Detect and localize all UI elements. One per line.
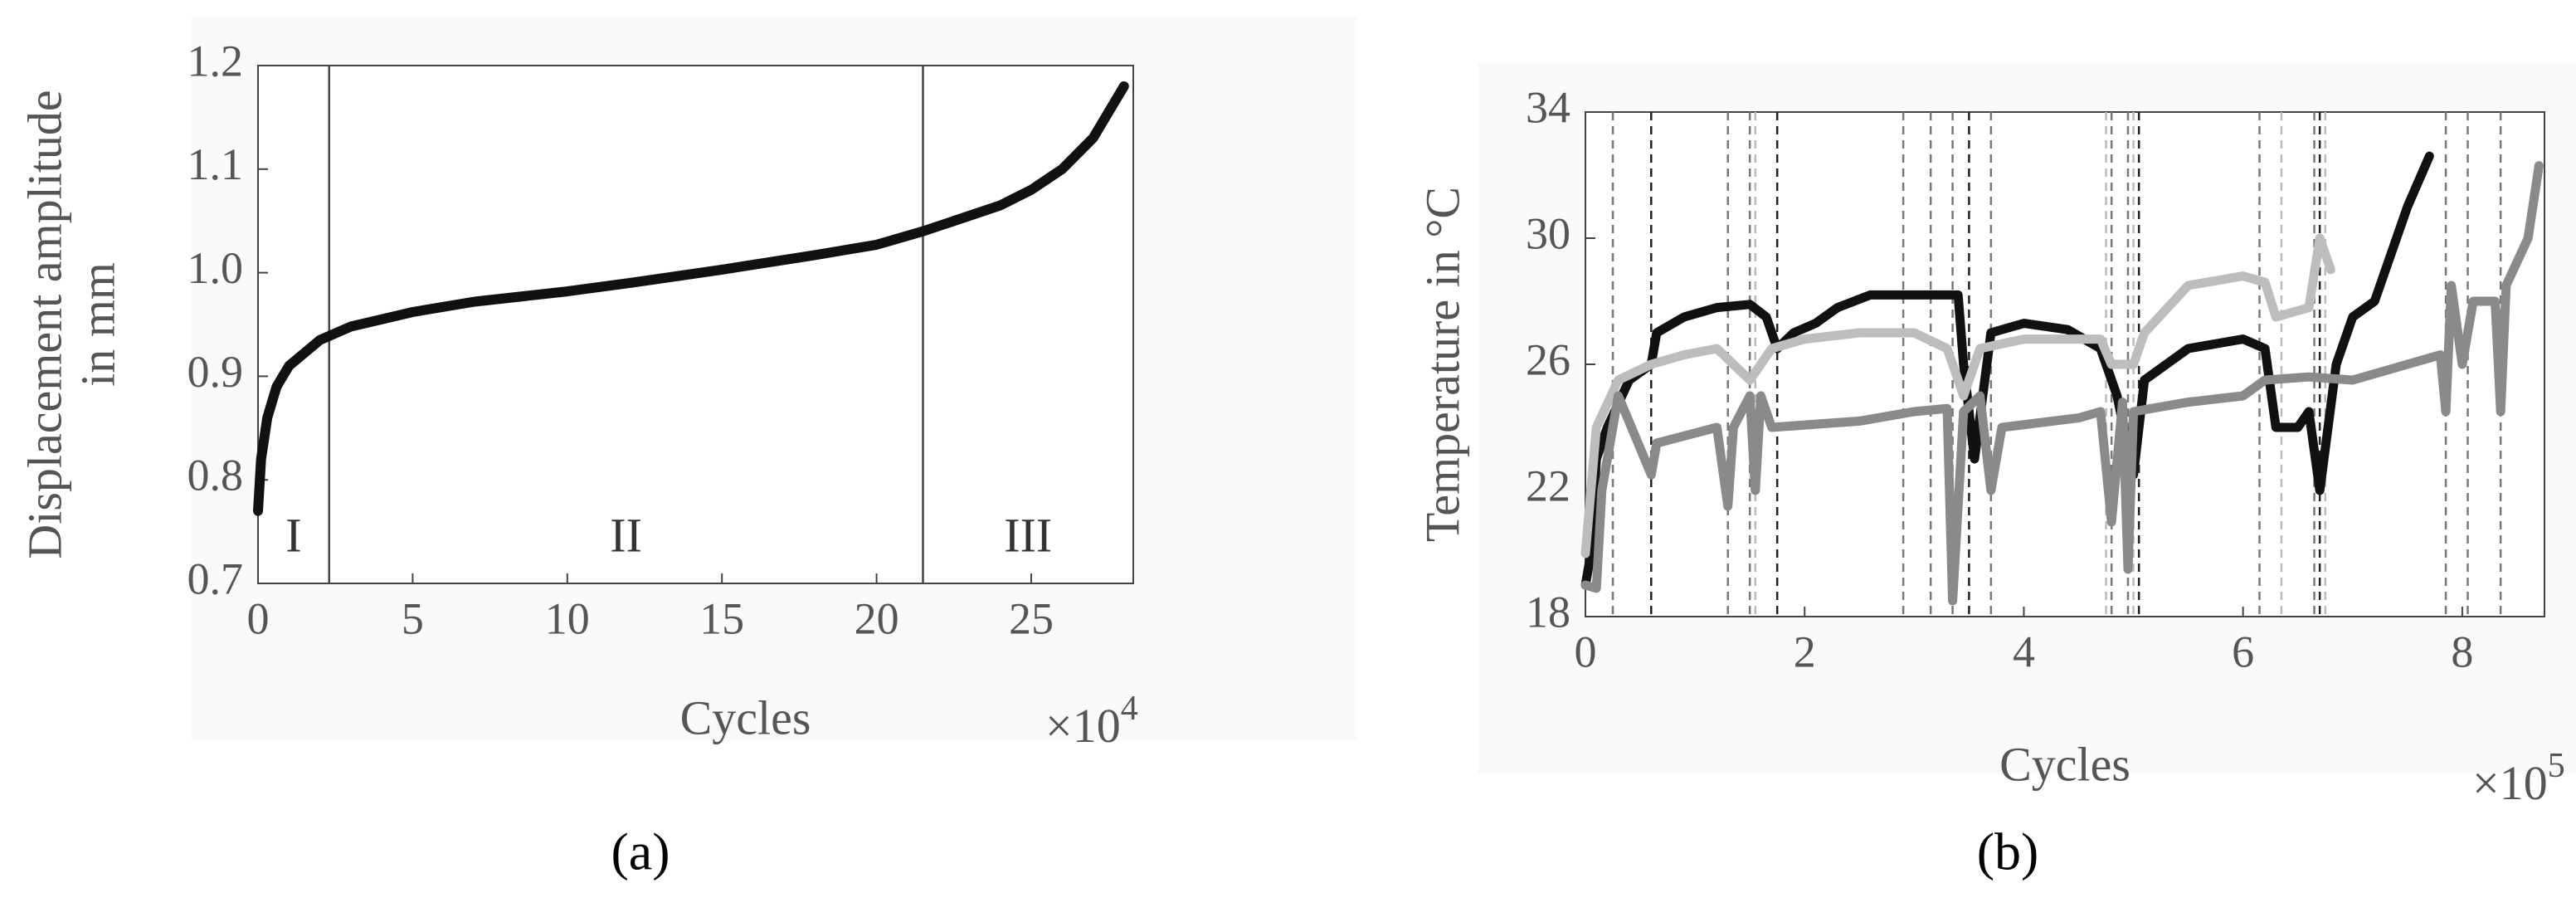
plot-area bbox=[1585, 111, 2545, 617]
x-tick-label: 10 bbox=[545, 593, 590, 643]
x-tick-label: 8 bbox=[2451, 627, 2473, 676]
x-tick-label: 4 bbox=[2013, 627, 2035, 676]
y-axis-label: in mm bbox=[71, 262, 124, 387]
y-axis-label: Temperature in °C bbox=[1415, 187, 1469, 542]
x-tick-label: 5 bbox=[402, 593, 424, 643]
x-tick-label: 2 bbox=[1794, 627, 1816, 676]
data-line bbox=[253, 81, 1129, 516]
x-scale-label: ×105 bbox=[2472, 747, 2565, 811]
x-scale-label: ×104 bbox=[1045, 690, 1138, 754]
panel: 0 2 4 6 8 18 22 26 30 34 Cycles ×105 Temperature in … bbox=[1415, 62, 2576, 881]
stage-label: II bbox=[610, 508, 642, 562]
y-tick-label: 18 bbox=[1526, 587, 1570, 637]
x-tick-label: 20 bbox=[855, 593, 899, 643]
x-tick-label: 6 bbox=[2232, 627, 2254, 676]
y-tick-label: 22 bbox=[1526, 461, 1570, 510]
stage-label: I bbox=[285, 508, 301, 562]
y-tick-label: 1.1 bbox=[187, 139, 244, 189]
panel-caption: (b) bbox=[1977, 822, 2039, 881]
y-tick-label: 1.2 bbox=[187, 36, 244, 85]
y-tick-label: 30 bbox=[1526, 208, 1570, 258]
x-axis-label: Cycles bbox=[680, 690, 811, 744]
x-tick-label: 0 bbox=[247, 593, 270, 643]
x-scale-exponent: 5 bbox=[2548, 747, 2565, 785]
x-tick-label: 15 bbox=[699, 593, 744, 643]
x-axis-label: Cycles bbox=[1999, 737, 2130, 791]
x-scale-base: ×10 bbox=[1045, 699, 1121, 753]
x-tick-label: 25 bbox=[1009, 593, 1054, 643]
y-tick-label: 26 bbox=[1526, 334, 1570, 384]
x-scale-exponent: 4 bbox=[1121, 690, 1138, 728]
y-tick-label: 0.9 bbox=[187, 347, 244, 397]
stage-label: III bbox=[1004, 508, 1052, 562]
y-tick-label: 34 bbox=[1526, 82, 1570, 132]
y-tick-label: 0.7 bbox=[187, 554, 244, 603]
x-tick-label: 0 bbox=[1575, 627, 1597, 676]
data-line bbox=[1580, 161, 2544, 606]
y-tick-label: 1.0 bbox=[187, 243, 244, 293]
plot-area bbox=[257, 65, 1134, 584]
data-line bbox=[1580, 233, 2335, 559]
x-scale-base: ×10 bbox=[2472, 756, 2548, 810]
data-line bbox=[1580, 151, 2434, 590]
y-axis-label: Displacement amplitude bbox=[17, 90, 71, 559]
panel-caption: (a) bbox=[611, 822, 670, 881]
y-tick-label: 0.8 bbox=[187, 451, 244, 500]
